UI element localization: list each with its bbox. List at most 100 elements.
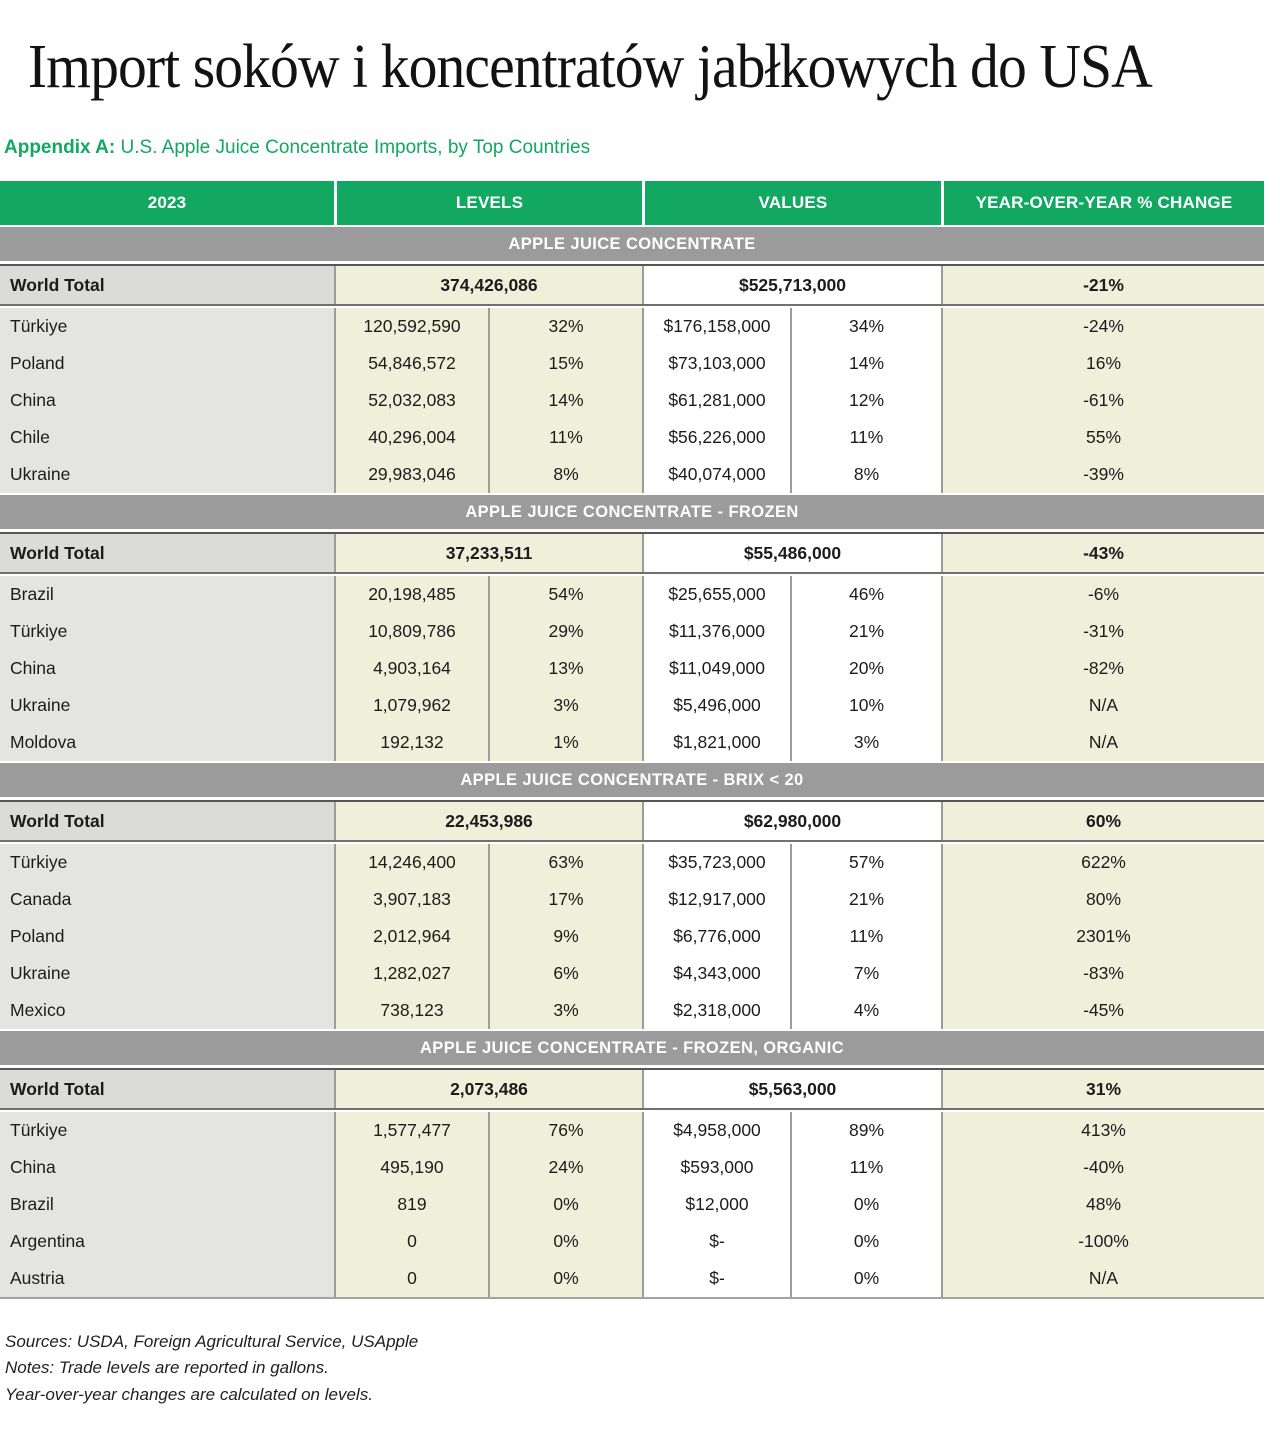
value-cell: $11,049,000 (642, 650, 790, 687)
value-share-cell: 0% (790, 1223, 941, 1260)
value-cell: $35,723,000 (642, 844, 790, 881)
level-cell: 738,123 (334, 992, 488, 1029)
yoy-cell: -40% (941, 1149, 1264, 1186)
world-total-yoy: 60% (941, 802, 1264, 840)
world-total-level: 374,426,086 (334, 266, 642, 304)
level-share-cell: 76% (488, 1112, 642, 1149)
page-title: Import soków i koncentratów jabłkowych d… (27, 33, 1153, 101)
value-cell: $56,226,000 (642, 419, 790, 456)
footnote-yoy: Year-over-year changes are calculated on… (5, 1384, 373, 1404)
yoy-cell: -83% (941, 955, 1264, 992)
value-cell: $25,655,000 (642, 576, 790, 613)
value-share-cell: 4% (790, 992, 941, 1029)
value-share-cell: 3% (790, 724, 941, 761)
value-share-cell: 0% (790, 1186, 941, 1223)
value-share-cell: 0% (790, 1260, 941, 1297)
level-cell: 120,592,590 (334, 308, 488, 345)
world-total-row: World Total 22,453,986 $62,980,000 60% (0, 800, 1264, 842)
level-share-cell: 29% (488, 613, 642, 650)
table-row: Türkiye 1,577,477 76% $4,958,000 89% 413% (0, 1112, 1264, 1149)
appendix-note: Appendix A: U.S. Apple Juice Concentrate… (4, 137, 1280, 159)
yoy-cell: 55% (941, 419, 1264, 456)
appendix-text: U.S. Apple Juice Concentrate Imports, by… (115, 137, 591, 158)
table-header-row: 2023 LEVELS VALUES YEAR-OVER-YEAR % CHAN… (0, 181, 1264, 225)
table-row: Ukraine 29,983,046 8% $40,074,000 8% -39% (0, 456, 1264, 493)
yoy-cell: N/A (941, 687, 1264, 724)
value-share-cell: 57% (790, 844, 941, 881)
country-cell: Austria (0, 1260, 334, 1297)
table-row: China 495,190 24% $593,000 11% -40% (0, 1149, 1264, 1186)
level-share-cell: 3% (488, 687, 642, 724)
level-cell: 1,577,477 (334, 1112, 488, 1149)
value-cell: $12,917,000 (642, 881, 790, 918)
value-cell: $- (642, 1260, 790, 1297)
level-share-cell: 17% (488, 881, 642, 918)
footnote-notes: Notes: Trade levels are reported in gall… (5, 1358, 329, 1378)
section-title: APPLE JUICE CONCENTRATE (0, 227, 1264, 261)
world-total-label: World Total (0, 534, 334, 572)
table-body: APPLE JUICE CONCENTRATE World Total 374,42… (0, 227, 1264, 1297)
level-share-cell: 0% (488, 1260, 642, 1297)
col-header-values: VALUES (642, 181, 941, 225)
col-header-levels: LEVELS (334, 181, 642, 225)
country-cell: Türkiye (0, 1112, 334, 1149)
level-share-cell: 9% (488, 918, 642, 955)
world-total-level: 37,233,511 (334, 534, 642, 572)
value-cell: $6,776,000 (642, 918, 790, 955)
yoy-cell: -82% (941, 650, 1264, 687)
level-cell: 192,132 (334, 724, 488, 761)
table-row: China 4,903,164 13% $11,049,000 20% -82% (0, 650, 1264, 687)
footnote-sources: Sources: USDA, Foreign Agricultural Serv… (5, 1332, 419, 1351)
table-row: Argentina 0 0% $- 0% -100% (0, 1223, 1264, 1260)
level-share-cell: 13% (488, 650, 642, 687)
country-cell: Canada (0, 881, 334, 918)
table-row: China 52,032,083 14% $61,281,000 12% -61% (0, 382, 1264, 419)
country-cell: Ukraine (0, 955, 334, 992)
level-share-cell: 63% (488, 844, 642, 881)
value-share-cell: 11% (790, 419, 941, 456)
level-cell: 29,983,046 (334, 456, 488, 493)
world-total-yoy: -43% (941, 534, 1264, 572)
level-share-cell: 0% (488, 1223, 642, 1260)
value-cell: $73,103,000 (642, 345, 790, 382)
section-title: APPLE JUICE CONCENTRATE - BRIX < 20 (0, 763, 1264, 797)
world-total-value: $525,713,000 (642, 266, 941, 304)
table-row: Canada 3,907,183 17% $12,917,000 21% 80% (0, 881, 1264, 918)
yoy-cell: N/A (941, 724, 1264, 761)
level-share-cell: 1% (488, 724, 642, 761)
value-cell: $61,281,000 (642, 382, 790, 419)
yoy-cell: N/A (941, 1260, 1264, 1297)
value-share-cell: 21% (790, 881, 941, 918)
world-total-value: $55,486,000 (642, 534, 941, 572)
level-share-cell: 32% (488, 308, 642, 345)
level-share-cell: 15% (488, 345, 642, 382)
col-header-year: 2023 (147, 193, 187, 212)
country-cell: Poland (0, 345, 334, 382)
value-cell: $- (642, 1223, 790, 1260)
world-total-yoy: -21% (941, 266, 1264, 304)
level-cell: 20,198,485 (334, 576, 488, 613)
value-cell: $176,158,000 (642, 308, 790, 345)
country-cell: China (0, 650, 334, 687)
country-cell: Chile (0, 419, 334, 456)
world-total-level: 22,453,986 (334, 802, 642, 840)
country-cell: Ukraine (0, 687, 334, 724)
country-cell: Türkiye (0, 308, 334, 345)
level-share-cell: 3% (488, 992, 642, 1029)
yoy-cell: -24% (941, 308, 1264, 345)
level-cell: 495,190 (334, 1149, 488, 1186)
level-cell: 0 (334, 1223, 488, 1260)
country-cell: Brazil (0, 1186, 334, 1223)
level-share-cell: 8% (488, 456, 642, 493)
value-share-cell: 7% (790, 955, 941, 992)
value-share-cell: 34% (790, 308, 941, 345)
yoy-cell: -31% (941, 613, 1264, 650)
table-row: Chile 40,296,004 11% $56,226,000 11% 55% (0, 419, 1264, 456)
country-cell: Brazil (0, 576, 334, 613)
level-share-cell: 11% (488, 419, 642, 456)
country-cell: Poland (0, 918, 334, 955)
value-share-cell: 12% (790, 382, 941, 419)
world-total-row: World Total 374,426,086 $525,713,000 -21% (0, 264, 1264, 306)
yoy-cell: 48% (941, 1186, 1264, 1223)
